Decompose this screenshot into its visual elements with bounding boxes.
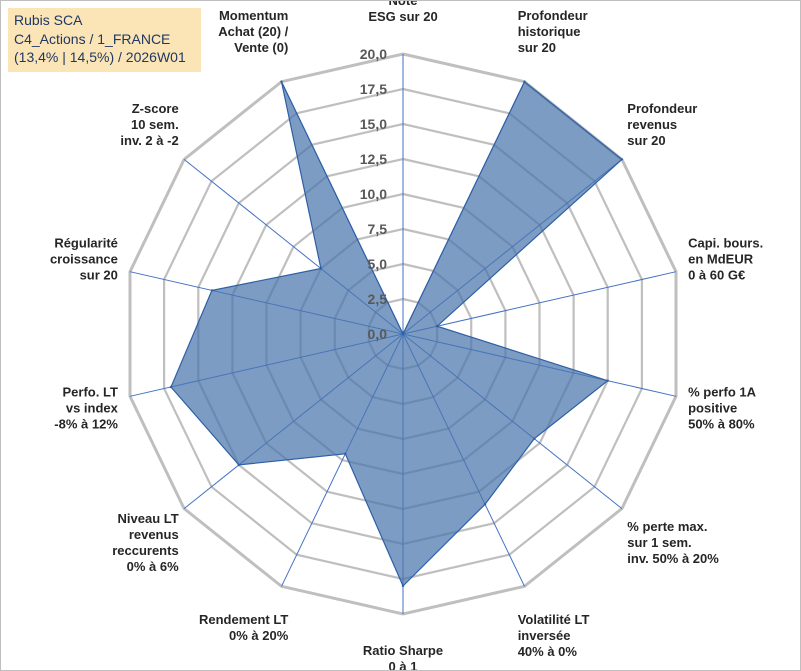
axis-label: Z-score 10 sem. inv. 2 à -2 — [120, 101, 178, 148]
axis-label: Rendement LT 0% à 20% — [199, 612, 289, 643]
data-point — [620, 158, 624, 161]
data-point — [344, 452, 347, 455]
axis-label: Perfo. LT vs index -8% à 12% — [54, 385, 118, 432]
axis-label: % perfo 1A positive 50% à 80% — [688, 385, 757, 432]
axis-label: Profondeur revenus sur 20 — [627, 101, 697, 148]
axis-label: Volatilité LT inversée 40% à 0% — [518, 612, 590, 659]
axis-label: % perte max. sur 1 sem. inv. 50% à 20% — [627, 519, 719, 566]
tick-label: 2,5 — [368, 291, 388, 307]
tick-label: 20,0 — [360, 46, 387, 62]
axis-spoke — [402, 271, 677, 335]
axis-label: Régularité croissance sur 20 — [50, 236, 118, 283]
axis-label: Niveau LT revenus reccurents 0% à 6% — [112, 511, 179, 574]
axis-label: Capi. bours. en MdEUR 0 à 60 G€ — [688, 236, 763, 283]
data-point — [435, 325, 439, 328]
data-point — [210, 289, 214, 292]
axis-label: Ratio Sharpe 0 à 1 — [363, 643, 443, 670]
data-point — [606, 379, 609, 382]
data-point — [401, 584, 405, 588]
data-point — [533, 437, 536, 440]
tick-label: 5,0 — [368, 256, 388, 272]
axis-label: Profondeur historique sur 20 — [518, 8, 588, 55]
axis-label: Momentum Achat (20) / Vente (0) — [218, 8, 288, 55]
data-point — [280, 80, 283, 83]
title-line-period: (13,4% | 14,5%) / 2026W01 — [14, 49, 186, 65]
axis-label: NoteESG sur 20 — [368, 1, 437, 24]
data-point — [523, 80, 526, 83]
tick-label: 7,5 — [368, 221, 388, 237]
title-line-company: Rubis SCA — [14, 12, 83, 28]
data-point — [319, 267, 323, 270]
chart-title-box: Rubis SCA C4_Actions / 1_FRANCE (13,4% |… — [8, 8, 201, 72]
tick-label: 10,0 — [360, 186, 387, 202]
tick-label: 0,0 — [368, 326, 388, 342]
tick-label: 17,5 — [360, 81, 387, 97]
tick-label: 12,5 — [360, 151, 387, 167]
series-area — [170, 80, 623, 588]
data-point — [237, 463, 240, 467]
data-point — [483, 503, 487, 506]
title-line-category: C4_Actions / 1_FRANCE — [14, 30, 171, 47]
data-point — [169, 385, 173, 389]
data-point — [401, 332, 405, 336]
tick-label: 15,0 — [360, 116, 387, 132]
